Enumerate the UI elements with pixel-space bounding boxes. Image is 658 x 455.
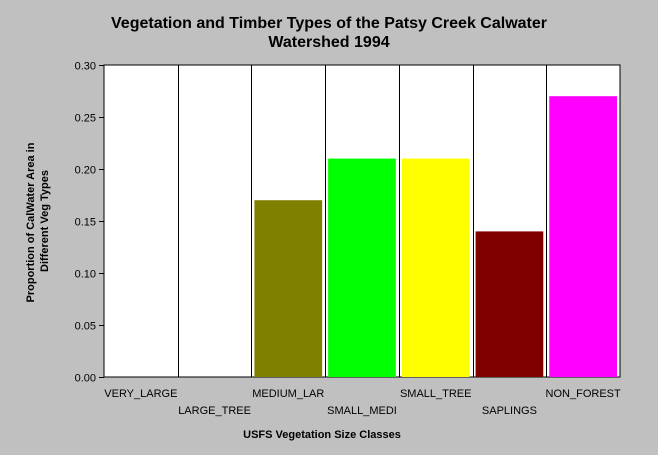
bars <box>254 96 617 377</box>
y-axis-ticks: 0.00 0.05 0.10 0.15 0.20 0.25 0.30 <box>75 61 104 385</box>
y-tick-label: 0.10 <box>75 269 96 281</box>
x-category-label: MEDIUM_LAR <box>252 388 324 400</box>
chart-title-line-2: Watershed 1994 <box>268 34 390 51</box>
x-category-label: SMALL_TREE <box>400 388 472 400</box>
x-category-label: SAPLINGS <box>482 405 537 417</box>
x-category-label: LARGE_TREE <box>178 405 251 417</box>
bar-medium-lar <box>254 200 323 377</box>
bar-saplings <box>475 231 544 377</box>
chart-title-line-1: Vegetation and Timber Types of the Patsy… <box>111 15 547 32</box>
y-tick-label: 0.30 <box>75 61 96 73</box>
y-axis-label-line-2: Different Veg Types <box>39 170 51 272</box>
x-axis-categories: VERY_LARGELARGE_TREEMEDIUM_LARSMALL_MEDI… <box>104 388 621 417</box>
y-tick-label: 0.05 <box>75 321 96 333</box>
y-tick-label: 0.15 <box>75 217 96 229</box>
y-axis-label: Proportion of CalWater Area in Different… <box>25 140 51 303</box>
y-axis-label-line-1: Proportion of CalWater Area in <box>25 142 37 302</box>
grid-lines <box>178 65 547 377</box>
x-category-label: NON_FOREST <box>546 388 621 400</box>
bar-small-medi <box>328 158 396 377</box>
x-axis-label: USFS Vegetation Size Classes <box>243 429 401 441</box>
x-category-label: SMALL_MEDI <box>327 405 397 417</box>
x-category-label: VERY_LARGE <box>104 388 177 400</box>
bar-non-forest <box>549 96 617 377</box>
bar-small-tree <box>401 158 470 377</box>
y-tick-label: 0.00 <box>75 373 96 385</box>
y-tick-label: 0.20 <box>75 165 96 177</box>
chart-title: Vegetation and Timber Types of the Patsy… <box>0 14 658 52</box>
y-tick-label: 0.25 <box>75 113 96 125</box>
